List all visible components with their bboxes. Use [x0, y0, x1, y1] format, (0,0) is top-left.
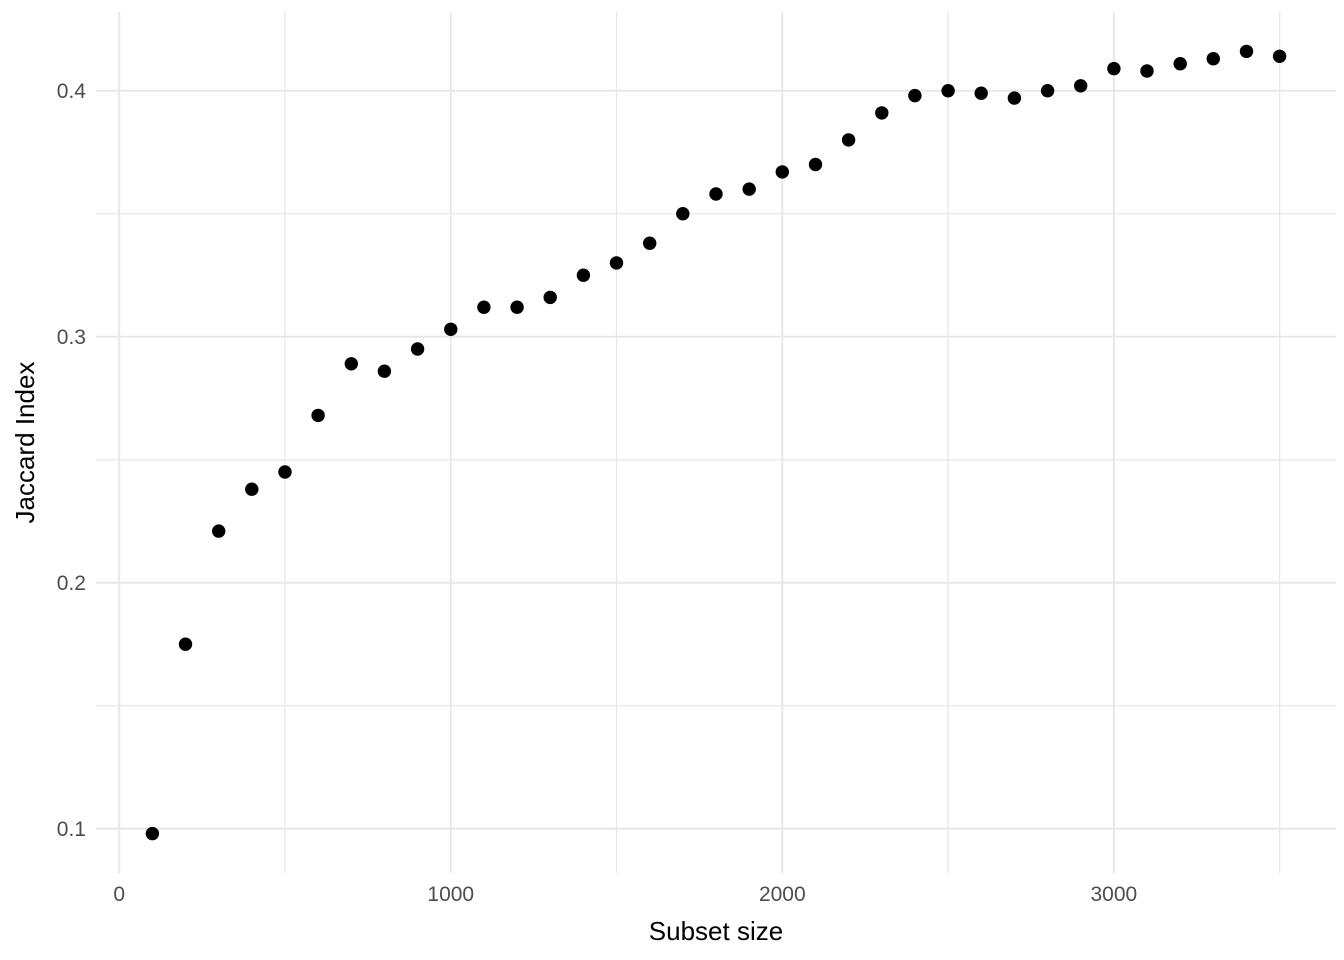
data-point	[1007, 91, 1022, 105]
data-point	[245, 482, 259, 496]
data-point	[410, 342, 425, 356]
x-axis-tick-label: 2000	[759, 883, 806, 906]
data-point	[212, 524, 226, 538]
data-point	[178, 637, 193, 651]
y-axis-tick-label: 0.4	[57, 80, 87, 103]
data-point	[377, 364, 392, 378]
x-axis-tick-label: 1000	[427, 883, 474, 906]
data-point	[1272, 49, 1287, 63]
data-point	[1074, 79, 1088, 93]
data-point	[278, 465, 292, 479]
data-point	[609, 256, 624, 270]
data-point	[742, 182, 756, 196]
y-axis-tick-label: 0.1	[57, 818, 86, 841]
data-point	[643, 236, 657, 250]
x-axis-title: Subset size	[649, 916, 783, 946]
data-point	[444, 322, 458, 336]
data-point	[1107, 61, 1121, 76]
data-point	[941, 84, 955, 98]
data-point	[1173, 57, 1187, 71]
data-point	[1040, 84, 1055, 98]
data-point	[908, 88, 922, 103]
data-point	[775, 165, 789, 179]
y-axis-tick-label: 0.3	[57, 326, 86, 349]
x-axis-tick-label: 3000	[1091, 883, 1138, 906]
y-axis-tick-label: 0.2	[57, 572, 86, 595]
data-point	[1140, 64, 1154, 78]
data-point	[974, 86, 988, 100]
data-point	[311, 408, 325, 423]
data-point	[709, 187, 723, 201]
x-axis-tick-label: 0	[113, 883, 125, 906]
data-point	[808, 157, 823, 172]
data-point	[676, 207, 690, 221]
data-point	[841, 133, 856, 147]
y-axis-title: Jaccard Index	[10, 362, 40, 524]
data-point	[145, 826, 160, 841]
data-point	[510, 300, 524, 314]
data-point	[543, 290, 557, 305]
data-point	[1239, 44, 1254, 59]
data-point	[344, 357, 358, 371]
data-point	[576, 268, 591, 282]
data-point	[477, 300, 491, 314]
data-point	[1206, 52, 1221, 66]
data-point	[875, 106, 889, 120]
